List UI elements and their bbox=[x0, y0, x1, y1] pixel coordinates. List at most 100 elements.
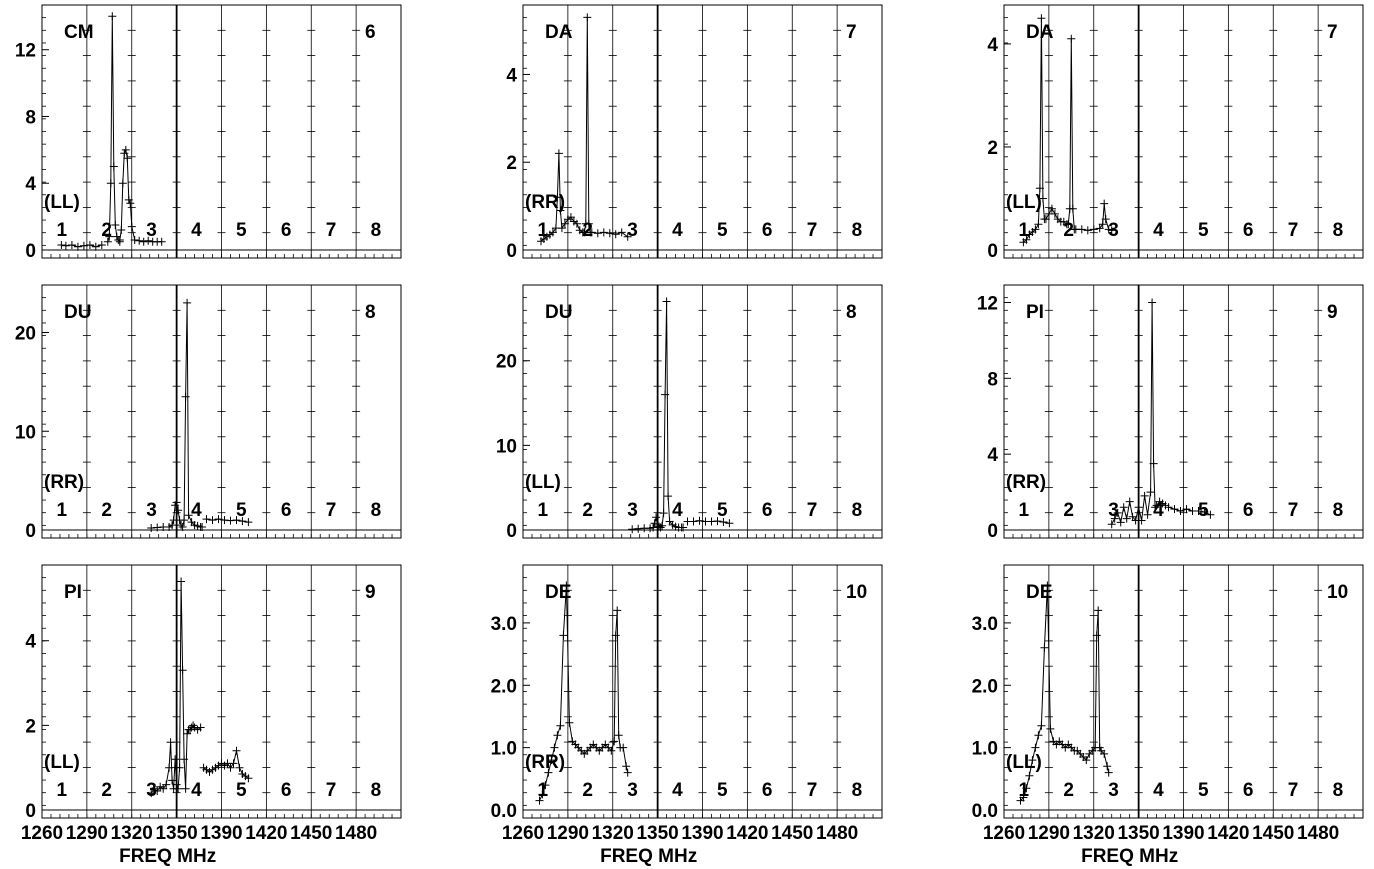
channel-number: 8 bbox=[852, 780, 863, 801]
y-tick-label: 12 bbox=[15, 41, 36, 62]
data-point bbox=[124, 195, 133, 204]
channel-number: 4 bbox=[1153, 500, 1164, 521]
x-tick-label: 1260 bbox=[21, 823, 63, 844]
data-point bbox=[139, 237, 148, 246]
data-point bbox=[1019, 793, 1028, 802]
channel-number: 3 bbox=[1108, 500, 1119, 521]
polarization-label: (LL) bbox=[44, 192, 80, 213]
data-point bbox=[97, 241, 106, 249]
data-point bbox=[1137, 516, 1146, 525]
data-point bbox=[541, 781, 550, 790]
data-line bbox=[107, 16, 121, 243]
polarization-label: (LL) bbox=[525, 472, 561, 493]
data-point bbox=[610, 737, 619, 746]
data-point bbox=[238, 517, 247, 526]
x-tick-label: 1420 bbox=[1207, 823, 1249, 844]
data-point bbox=[1143, 510, 1152, 519]
channel-number: 3 bbox=[627, 500, 638, 521]
data-point bbox=[127, 222, 136, 231]
data-point bbox=[174, 784, 183, 793]
x-tick-label: 1350 bbox=[636, 823, 678, 844]
data-point bbox=[1094, 606, 1103, 615]
data-point bbox=[244, 774, 253, 783]
channel-number: 2 bbox=[582, 220, 593, 241]
data-line bbox=[583, 17, 591, 233]
data-point bbox=[130, 236, 139, 244]
data-line bbox=[203, 750, 249, 779]
data-point bbox=[1047, 204, 1056, 213]
panel-number: 6 bbox=[365, 22, 376, 43]
channel-number: 8 bbox=[852, 220, 863, 241]
y-tick-label: 20 bbox=[496, 352, 517, 373]
data-point bbox=[183, 298, 192, 307]
data-point bbox=[121, 145, 130, 154]
data-point bbox=[1034, 220, 1043, 229]
channel-number: 2 bbox=[582, 500, 593, 521]
data-point bbox=[538, 790, 547, 799]
channel-number: 5 bbox=[717, 500, 728, 521]
channel-number: 7 bbox=[807, 500, 818, 521]
data-point bbox=[57, 241, 66, 249]
channel-number: 1 bbox=[537, 780, 548, 801]
data-point bbox=[120, 149, 129, 158]
data-point bbox=[557, 224, 566, 233]
data-point bbox=[553, 193, 562, 202]
y-tick-label: 2 bbox=[506, 153, 517, 174]
data-point bbox=[184, 511, 193, 520]
channel-number: 6 bbox=[762, 500, 773, 521]
data-point bbox=[162, 780, 171, 789]
data-point bbox=[108, 12, 117, 21]
panel-number: 10 bbox=[1327, 582, 1348, 603]
y-tick-label: 0 bbox=[25, 241, 36, 262]
x-tick-label: 1390 bbox=[200, 823, 242, 844]
station-label: PI bbox=[1026, 302, 1044, 323]
data-point bbox=[1107, 520, 1116, 529]
y-tick-label: 0.0 bbox=[972, 801, 998, 822]
data-point bbox=[1100, 199, 1109, 208]
data-point bbox=[593, 229, 602, 238]
x-tick-label: 1350 bbox=[155, 823, 197, 844]
channel-number: 1 bbox=[56, 780, 67, 801]
data-point bbox=[613, 606, 622, 615]
data-point bbox=[174, 506, 183, 515]
data-point bbox=[605, 229, 614, 238]
data-point bbox=[535, 796, 544, 805]
channel-number: 5 bbox=[1198, 220, 1209, 241]
data-point bbox=[1034, 731, 1043, 740]
channel-number: 6 bbox=[1243, 780, 1254, 801]
channel-number: 2 bbox=[101, 500, 112, 521]
data-point bbox=[1050, 209, 1059, 218]
data-point bbox=[617, 228, 626, 237]
channel-number: 7 bbox=[807, 780, 818, 801]
channel-number: 4 bbox=[1153, 780, 1164, 801]
data-point bbox=[556, 206, 565, 215]
data-point bbox=[1140, 491, 1149, 500]
data-point bbox=[189, 721, 198, 730]
x-tick-label: 1290 bbox=[547, 823, 589, 844]
data-point bbox=[1194, 507, 1203, 515]
data-point bbox=[659, 509, 668, 518]
panel-number: 9 bbox=[365, 582, 376, 603]
data-point bbox=[695, 516, 704, 525]
data-point bbox=[178, 666, 187, 675]
x-tick-label: 1420 bbox=[245, 823, 287, 844]
channel-number: 1 bbox=[56, 500, 67, 521]
data-point bbox=[111, 221, 120, 229]
data-point bbox=[168, 521, 177, 530]
channel-number: 5 bbox=[717, 220, 728, 241]
data-point bbox=[244, 518, 253, 527]
station-label: DE bbox=[1026, 582, 1052, 603]
data-point bbox=[144, 236, 153, 245]
panel-number: 8 bbox=[365, 302, 376, 323]
data-point bbox=[172, 498, 181, 507]
data-point bbox=[117, 226, 126, 234]
y-tick-label: 1.0 bbox=[491, 739, 517, 760]
data-point bbox=[1031, 225, 1040, 234]
data-point bbox=[1151, 503, 1160, 512]
x-axis-title: FREQ MHz bbox=[119, 846, 216, 867]
channel-number: 7 bbox=[1288, 500, 1299, 521]
data-point bbox=[622, 762, 631, 771]
channel-number: 7 bbox=[326, 780, 337, 801]
panel-number: 8 bbox=[846, 302, 857, 323]
data-point bbox=[147, 789, 156, 798]
